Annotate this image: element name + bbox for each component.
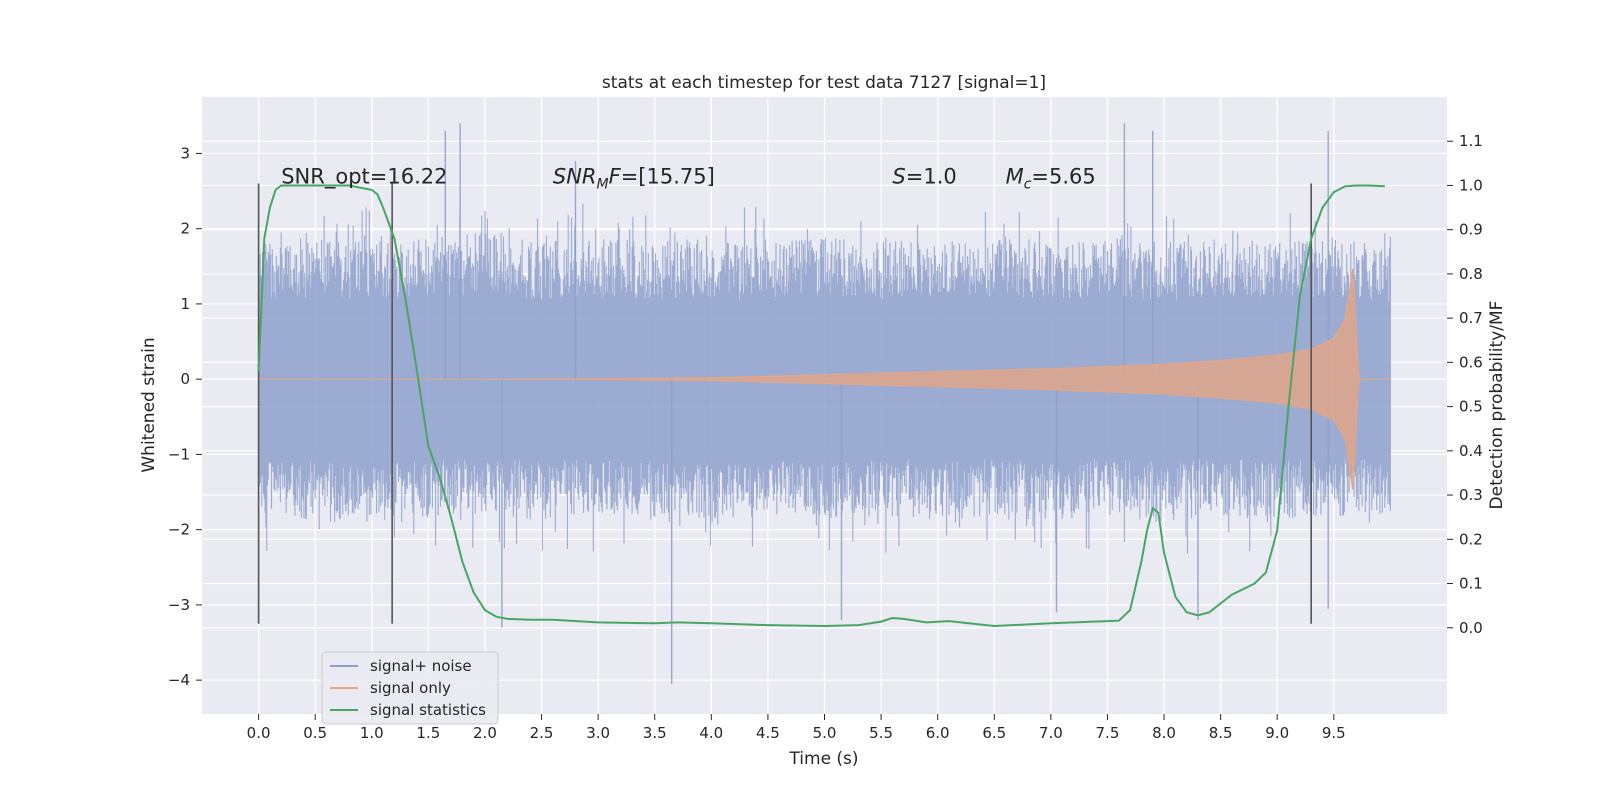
y2-axis-ticks: 1.1 1.0 0.9 0.8 0.7 0.6 0.5 0.4 0.3 0.2 0.1 0.0 xyxy=(1447,132,1483,637)
x-tick-label-12: 6.0 xyxy=(926,724,950,742)
y-tick-label-2: 1 xyxy=(180,295,190,313)
y2-tick-label-4: 0.7 xyxy=(1459,309,1483,327)
y-tick-label-4: −1 xyxy=(168,445,190,463)
y2-tick-label-2: 0.9 xyxy=(1459,221,1483,239)
y2-tick-label-8: 0.3 xyxy=(1459,486,1483,504)
y2-tick-label-5: 0.6 xyxy=(1459,353,1483,371)
y-tick-label-0: 3 xyxy=(180,144,190,162)
s-annotation-part-0: S xyxy=(892,165,905,189)
x-tick-label-6: 3.0 xyxy=(586,724,610,742)
y2-tick-label-1: 1.0 xyxy=(1459,176,1483,194)
x-tick-label-8: 4.0 xyxy=(699,724,723,742)
x-tick-label-17: 8.5 xyxy=(1209,724,1233,742)
y-axis-label: Whitened strain xyxy=(139,337,159,472)
mc-annotation-part-0: M xyxy=(1006,165,1024,189)
legend-label-1: signal only xyxy=(370,679,451,697)
s-annotation-part-1: =1.0 xyxy=(906,165,957,189)
mc-annotation-part-2: =5.65 xyxy=(1031,165,1095,189)
x-tick-label-0: 0.0 xyxy=(247,724,271,742)
legend-label-2: signal statistics xyxy=(370,701,486,719)
y2-tick-label-7: 0.4 xyxy=(1459,442,1483,460)
x-tick-label-14: 7.0 xyxy=(1039,724,1063,742)
x-tick-label-11: 5.5 xyxy=(869,724,893,742)
legend: signal+ noise signal only signal statistic… xyxy=(321,651,499,725)
y2-tick-label-11: 0.0 xyxy=(1459,619,1483,637)
y-tick-label-7: −4 xyxy=(168,671,190,689)
x-axis-label: Time (s) xyxy=(788,749,858,769)
x-tick-label-15: 7.5 xyxy=(1096,724,1120,742)
x-tick-label-7: 3.5 xyxy=(643,724,667,742)
x-tick-label-18: 9.0 xyxy=(1265,724,1289,742)
snr-mf-annotation-part-0: SNR xyxy=(553,165,597,189)
y2-tick-label-9: 0.2 xyxy=(1459,530,1483,548)
snr-mf-annotation-part-2: F xyxy=(609,165,622,189)
chart-title: stats at each timestep for test data 712… xyxy=(602,73,1046,93)
signal-only-trace xyxy=(258,268,1391,490)
vertical-marker-layer xyxy=(257,183,1312,624)
y-axis-ticks: 3 2 1 0 −1 −2 −3 −4 xyxy=(168,144,202,689)
y2-tick-label-0: 1.1 xyxy=(1459,132,1483,150)
x-tick-label-3: 1.5 xyxy=(416,724,440,742)
x-tick-label-19: 9.5 xyxy=(1322,724,1346,742)
mc-annotation: Mc=5.65 xyxy=(1006,165,1096,193)
annotation-layer: SNR_opt=16.22 SNRMF=[15.75] S=1.0 Mc=5.65 xyxy=(281,165,1096,193)
y-tick-label-5: −2 xyxy=(168,521,190,539)
snr-opt-annotation: SNR_opt=16.22 xyxy=(281,165,447,190)
y2-tick-label-3: 0.8 xyxy=(1459,265,1483,283)
x-tick-label-5: 2.5 xyxy=(530,724,554,742)
signal-statistics-line xyxy=(257,184,1385,628)
signal-statistics-series xyxy=(257,184,1385,628)
y-tick-label-3: 0 xyxy=(180,370,190,388)
mc-annotation-part-1: c xyxy=(1024,177,1032,193)
x-tick-label-10: 5.0 xyxy=(813,724,837,742)
snr-opt-annotation-part-0: SNR_opt=16.22 xyxy=(281,165,447,190)
x-tick-label-9: 4.5 xyxy=(756,724,780,742)
signal-only-series xyxy=(258,268,1391,490)
snr-mf-annotation-part-3: =[15.75] xyxy=(621,165,715,189)
y2-tick-label-6: 0.5 xyxy=(1459,398,1483,416)
legend-label-0: signal+ noise xyxy=(370,657,472,675)
y2-tick-label-10: 0.1 xyxy=(1459,575,1483,593)
x-tick-label-16: 8.0 xyxy=(1152,724,1176,742)
x-tick-label-4: 2.0 xyxy=(473,724,497,742)
noise-peak-spikes xyxy=(444,123,1329,684)
snr-mf-annotation: SNRMF=[15.75] xyxy=(553,165,715,193)
y-tick-label-1: 2 xyxy=(180,220,190,238)
x-tick-label-2: 1.0 xyxy=(360,724,384,742)
x-tick-label-13: 6.5 xyxy=(982,724,1006,742)
snr-mf-annotation-part-1: M xyxy=(597,177,609,193)
y-tick-label-6: −3 xyxy=(168,596,190,614)
x-tick-label-1: 0.5 xyxy=(303,724,327,742)
x-axis-ticks: 0.0 0.5 1.0 1.5 2.0 2.5 3.0 3.5 4.0 4.5 5.0 5.5 6.0 6… xyxy=(247,714,1346,742)
s-annotation: S=1.0 xyxy=(892,165,956,189)
legend-box xyxy=(321,651,499,725)
y2-axis-label: Detection probability/MF xyxy=(1487,301,1507,510)
